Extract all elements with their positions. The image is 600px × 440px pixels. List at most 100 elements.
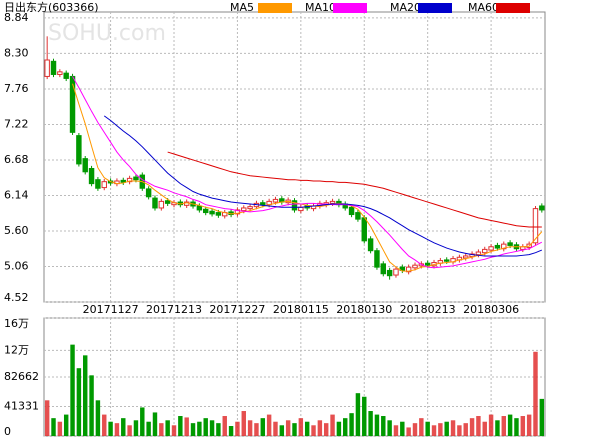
candle-body [44, 59, 50, 77]
volume-bar [482, 421, 487, 436]
volume-bar [178, 416, 183, 436]
x-tick-label: 20180213 [400, 303, 456, 316]
candle-body [475, 251, 482, 256]
volume-bar [362, 396, 367, 436]
volume-bar [526, 414, 532, 436]
candle-body [209, 210, 215, 215]
volume-bar [63, 414, 69, 436]
candle-body [507, 242, 513, 246]
volume-bar [495, 420, 500, 436]
legend-swatch [333, 3, 367, 13]
volume-bar [114, 423, 120, 436]
candle-body [76, 135, 82, 165]
volume-bar [127, 425, 132, 436]
volume-bar [241, 411, 246, 436]
candle-body [260, 202, 266, 206]
volume-bar [140, 407, 145, 436]
legend-swatch [258, 3, 292, 13]
volume-bar [317, 420, 323, 436]
x-tick-label: 20171127 [83, 303, 139, 316]
candle-body [494, 244, 501, 249]
y-tick-label: 4.52 [4, 291, 29, 304]
volume-bar [235, 421, 240, 436]
candle-body [133, 176, 139, 181]
y-tick-label: 12万 [4, 343, 29, 356]
volume-bar [304, 421, 310, 436]
volume-bar [355, 393, 361, 436]
x-tick-label: 20180306 [463, 303, 519, 316]
volume-bar [463, 423, 468, 436]
y-tick-label: 7.76 [4, 82, 29, 95]
volume-bar [247, 420, 253, 436]
volume-bar [133, 420, 139, 436]
volume-bar [539, 398, 545, 436]
volume-bar [438, 423, 443, 436]
volume-bar [171, 425, 177, 436]
candle-body [57, 71, 63, 75]
volume-bar [292, 423, 297, 436]
candle-body [539, 205, 545, 211]
candle-body [88, 168, 95, 185]
candle-body [380, 263, 387, 275]
volume-bar [406, 427, 411, 436]
x-tick-label: 20171213 [146, 303, 202, 316]
volume-bar [501, 416, 506, 436]
volume-bar [285, 420, 291, 436]
volume-bar [400, 421, 405, 436]
candle-body [405, 266, 412, 273]
ma-line [103, 115, 543, 257]
volume-bar [374, 414, 380, 436]
volume-bar [184, 417, 189, 436]
volume-bar [533, 351, 538, 436]
volume-bar [279, 425, 285, 436]
candle-body [348, 206, 355, 216]
candle-body [412, 264, 418, 269]
candle-body [158, 200, 165, 209]
volume-bar [311, 425, 316, 436]
volume-bar [266, 414, 272, 436]
volume-bar [419, 418, 424, 436]
candle-body [399, 266, 406, 271]
candle-body [247, 206, 253, 210]
volume-bar [368, 411, 373, 436]
volume-bar [336, 421, 342, 436]
volume-bar [260, 418, 266, 436]
volume-bar [222, 416, 227, 436]
candle-body [126, 177, 133, 183]
volume-bar [298, 418, 304, 436]
volume-bar [450, 420, 456, 436]
volume-bar [121, 418, 126, 436]
y-tick-label: 41331 [4, 400, 39, 413]
candle-body [152, 197, 158, 209]
candle-body [63, 72, 69, 79]
chart-title: 日出东方(603366) [4, 0, 99, 14]
candle-body [482, 248, 488, 254]
candle-body [272, 198, 279, 203]
volume-bar [349, 413, 354, 436]
candle-body [120, 179, 126, 183]
volume-bar [381, 416, 386, 436]
volume-bar [330, 414, 335, 436]
ma-line [72, 76, 543, 269]
candle-body [424, 262, 431, 266]
volume-bar [95, 400, 101, 436]
y-tick-label: 16万 [4, 317, 29, 330]
volume-bar [476, 416, 481, 436]
price-panel [43, 11, 546, 303]
legend-label: MA20 [390, 1, 421, 14]
volume-bar [209, 420, 215, 436]
candle-body [367, 238, 374, 252]
volume-bar [44, 400, 50, 436]
candle-body [95, 179, 101, 189]
candle-body [488, 246, 494, 251]
candle-body [291, 200, 298, 211]
candle-body [183, 201, 190, 206]
legend-swatch [496, 3, 530, 13]
volume-bar [387, 420, 392, 436]
volume-bar [507, 414, 513, 436]
x-tick-label: 20180130 [336, 303, 392, 316]
volume-bar [216, 423, 221, 436]
candle-body [443, 259, 450, 262]
volume-bar [343, 418, 348, 436]
